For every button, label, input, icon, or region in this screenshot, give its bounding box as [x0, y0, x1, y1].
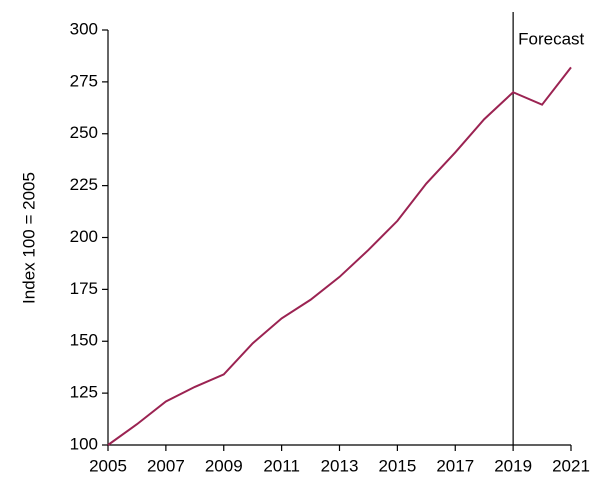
x-tick-label: 2021 — [552, 456, 590, 475]
x-tick-label: 2005 — [89, 456, 127, 475]
y-tick-label: 250 — [70, 123, 98, 142]
y-tick-label: 225 — [70, 175, 98, 194]
y-tick-label: 175 — [70, 279, 98, 298]
y-tick-label: 275 — [70, 71, 98, 90]
x-tick-label: 2017 — [436, 456, 474, 475]
x-tick-label: 2015 — [378, 456, 416, 475]
series-line — [107, 66, 572, 446]
y-axis-label: Index 100 = 2005 — [19, 172, 38, 304]
x-tick-label: 2013 — [321, 456, 359, 475]
x-tick-label: 2009 — [205, 456, 243, 475]
x-tick-label: 2019 — [494, 456, 532, 475]
y-tick-label: 125 — [70, 383, 98, 402]
annotation: Forecast — [518, 29, 584, 48]
x-tick-label: 2007 — [147, 456, 185, 475]
y-tick-label: 300 — [70, 19, 98, 38]
y-tick-label: 100 — [70, 434, 98, 453]
y-tick-label: 150 — [70, 331, 98, 350]
x-tick-label: 2011 — [263, 456, 300, 475]
y-tick-label: 200 — [70, 227, 98, 246]
